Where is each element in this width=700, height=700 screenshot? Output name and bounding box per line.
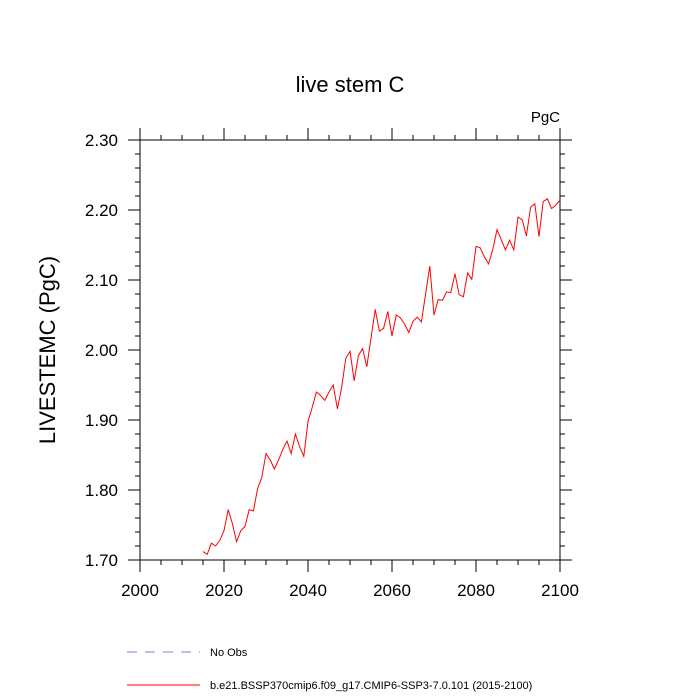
y-axis-label: LIVESTEMC (PgC) <box>35 256 60 444</box>
y-tick-label: 1.80 <box>85 481 118 500</box>
x-tick-label: 2100 <box>541 581 579 600</box>
axis-tick-labels: 2000 2020 2040 2060 2080 2100 1.70 1.80 1.90 2.00… <box>85 131 579 600</box>
legend-label: b.e21.BSSP370cmip6.f09_g17.CMIP6-SSP3-7.… <box>210 680 532 692</box>
x-tick-label: 2000 <box>121 581 159 600</box>
y-tick-label: 2.10 <box>85 271 118 290</box>
chart-title: live stem C <box>296 72 405 97</box>
series-line-0 <box>202 198 561 556</box>
x-tick-label: 2040 <box>289 581 327 600</box>
legend-label: No Obs <box>210 647 248 659</box>
y-tick-label: 2.20 <box>85 201 118 220</box>
y-tick-label: 1.70 <box>85 551 118 570</box>
y-tick-label: 2.00 <box>85 341 118 360</box>
x-tick-label: 2020 <box>205 581 243 600</box>
plot-border <box>139 139 561 561</box>
legend: No Obs b.e21.BSSP370cmip6.f09_g17.CMIP6-S… <box>127 647 532 692</box>
series-layer <box>202 198 561 556</box>
y-tick-label: 1.90 <box>85 411 118 430</box>
x-tick-label: 2060 <box>373 581 411 600</box>
plot-frame <box>139 139 561 561</box>
axis-ticks <box>128 128 572 572</box>
units-label: PgC <box>531 109 560 126</box>
y-tick-label: 2.30 <box>85 131 118 150</box>
x-tick-label: 2080 <box>457 581 495 600</box>
